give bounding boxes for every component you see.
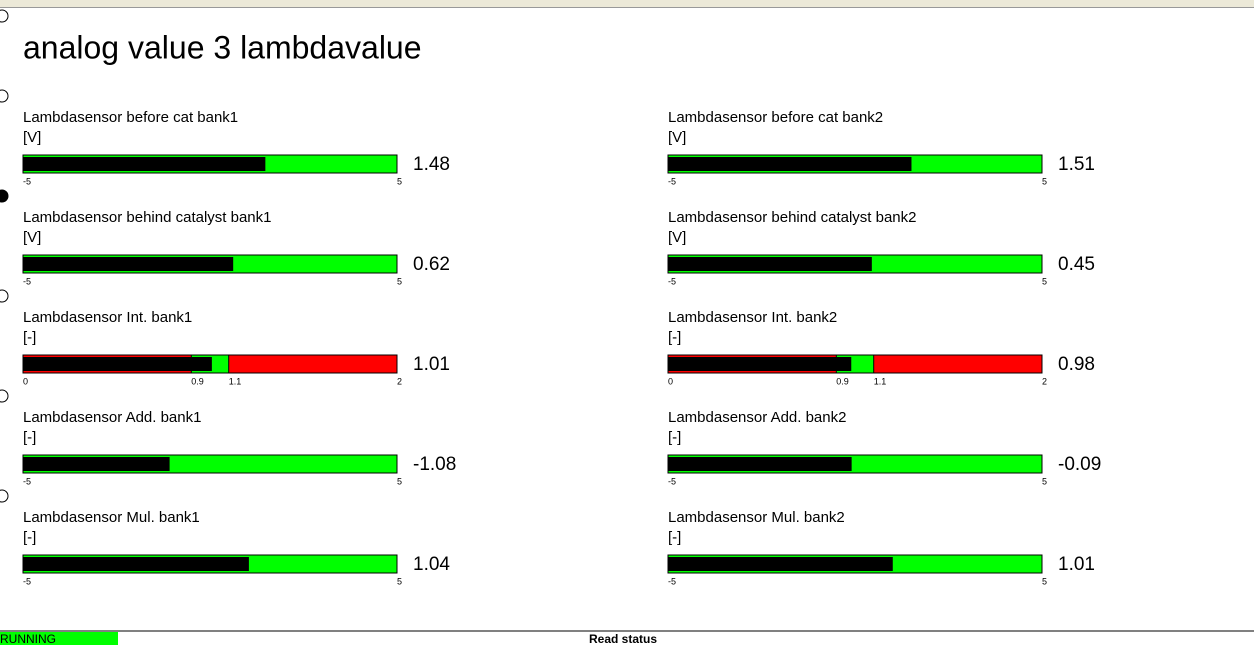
gauge-unit: [-] (23, 429, 36, 446)
gauge-tick-label: 5 (397, 276, 402, 286)
page-title: analog value 3 lambdavalue (23, 29, 422, 65)
gauge-label: Lambdasensor behind catalyst bank2 (668, 209, 917, 226)
gauge-tick-label: -5 (668, 476, 676, 486)
gauge-frame (667, 454, 1043, 474)
gauge-frame (22, 154, 398, 174)
gauge: Lambdasensor Mul. bank2 [-] -5 5 1.01 (667, 509, 1095, 586)
status-message: Read status (589, 632, 657, 645)
gauge-unit: [-] (668, 429, 681, 446)
gauge-frame (22, 554, 398, 574)
gauge: Lambdasensor behind catalyst bank1 [V] -5 5… (22, 209, 450, 286)
gauge-unit: [-] (23, 529, 36, 546)
gauge: Lambdasensor Mul. bank1 [-] -5 5 1.04 (22, 509, 450, 586)
top-strip (0, 0, 1254, 7)
gauge-label: Lambdasensor Int. bank2 (668, 309, 837, 326)
gauge-frame (667, 354, 1043, 374)
gauge-bar (23, 557, 249, 571)
gauge-bar (668, 157, 912, 171)
gauge-label: Lambdasensor before cat bank2 (668, 109, 883, 126)
gauge-unit: [-] (668, 329, 681, 346)
gauge-label: Lambdasensor behind catalyst bank1 (23, 209, 272, 226)
gauge: Lambdasensor behind catalyst bank2 [V] -5 5… (667, 209, 1095, 286)
gauge-bar (23, 257, 234, 271)
gauge-bar (668, 257, 872, 271)
gauge-label: Lambdasensor Int. bank1 (23, 309, 192, 326)
gauge-value: 1.01 (1058, 554, 1095, 575)
gauge-tick-label: -5 (23, 276, 31, 286)
gauge-tick-label: 0.9 (191, 376, 204, 386)
gauge-tick-label: -5 (668, 276, 676, 286)
nav-dot[interactable] (0, 489, 9, 503)
gauges: Lambdasensor before cat bank1[V]-5 51.48L… (22, 109, 1101, 586)
gauge-label: Lambdasensor Add. bank1 (23, 409, 201, 426)
gauge-unit: [-] (668, 529, 681, 546)
gauge-value: -0.09 (1058, 454, 1101, 475)
gauge-value: 0.45 (1058, 254, 1095, 275)
gauge-tick-label: 5 (397, 576, 402, 586)
gauge-tick-label: 5 (1042, 276, 1047, 286)
gauge-zone (873, 355, 1042, 373)
status-state: RUNNING (0, 632, 56, 645)
gauge-unit: [V] (23, 129, 41, 146)
nav-dot[interactable] (0, 9, 9, 23)
gauge-tick-label: -5 (23, 176, 31, 186)
gauge: Lambdasensor Add. bank1 [-] -5 5 -1.08 (22, 409, 456, 486)
gauge-label: Lambdasensor Add. bank2 (668, 409, 846, 426)
gauge-tick-label: 1.1 (874, 376, 887, 386)
gauge-tick-label: 2 (1042, 376, 1047, 386)
gauge-bar (23, 157, 266, 171)
gauge-value: 0.98 (1058, 354, 1095, 375)
gauge-label: Lambdasensor Mul. bank2 (668, 509, 845, 526)
gauge-tick-label: 5 (1042, 476, 1047, 486)
gauge-bar (668, 557, 893, 571)
gauge: Lambdasensor before cat bank1 [V] -5 5 1.48 (22, 109, 450, 186)
gauge-tick-label: 2 (397, 376, 402, 386)
gauge-tick-label: 5 (397, 476, 402, 486)
gauge-tick-label: -5 (23, 576, 31, 586)
gauge-frame (667, 554, 1043, 574)
gauge-unit: [V] (668, 229, 686, 246)
gauge-value: 1.51 (1058, 154, 1095, 175)
gauge-unit: [V] (23, 229, 41, 246)
nav-dot[interactable] (0, 389, 9, 403)
gauge-value: 0.62 (413, 254, 450, 275)
gauge-bar (668, 457, 852, 471)
gauge-label: Lambdasensor Mul. bank1 (23, 509, 200, 526)
gauge-zone (228, 355, 397, 373)
gauge-unit: [-] (23, 329, 36, 346)
gauge-tick-label: 0 (668, 376, 673, 386)
gauge-tick-label: 0 (23, 376, 28, 386)
gauge: Lambdasensor Int. bank1 [-] 0 0.9 1.1 2 1.01 (22, 309, 450, 386)
gauge-label: Lambdasensor before cat bank1 (23, 109, 238, 126)
nav-dot[interactable] (0, 189, 9, 203)
gauge: Lambdasensor before cat bank2 [V] -5 5 1.51 (667, 109, 1095, 186)
gauge-frame (667, 254, 1043, 274)
gauge-frame (22, 454, 398, 474)
gauge-tick-label: 1.1 (229, 376, 242, 386)
status-indicator (0, 632, 118, 645)
gauge-unit: [V] (668, 129, 686, 146)
gauge-tick-label: -5 (668, 176, 676, 186)
gauge-frame (22, 254, 398, 274)
gauge-tick-label: -5 (23, 476, 31, 486)
gauge-bar (23, 357, 212, 371)
gauge-bar (23, 457, 170, 471)
gauge-tick-label: 5 (1042, 176, 1047, 186)
gauge: Lambdasensor Int. bank2 [-] 0 0.9 1.1 2 0.98 (667, 309, 1095, 386)
gauge-frame (22, 354, 398, 374)
nav-dot[interactable] (0, 89, 9, 103)
gauge-value: 1.48 (413, 154, 450, 175)
gauge-value: 1.04 (413, 554, 450, 575)
gauge-bar (668, 357, 852, 371)
gauge-tick-label: 5 (397, 176, 402, 186)
gauge-frame (667, 154, 1043, 174)
gauge-value: -1.08 (413, 454, 456, 475)
gauge-value: 1.01 (413, 354, 450, 375)
nav-dot[interactable] (0, 289, 9, 303)
gauge: Lambdasensor Add. bank2 [-] -5 5 -0.09 (667, 409, 1101, 486)
gauge-tick-label: -5 (668, 576, 676, 586)
gauge-tick-label: 5 (1042, 576, 1047, 586)
gauge-tick-label: 0.9 (836, 376, 849, 386)
